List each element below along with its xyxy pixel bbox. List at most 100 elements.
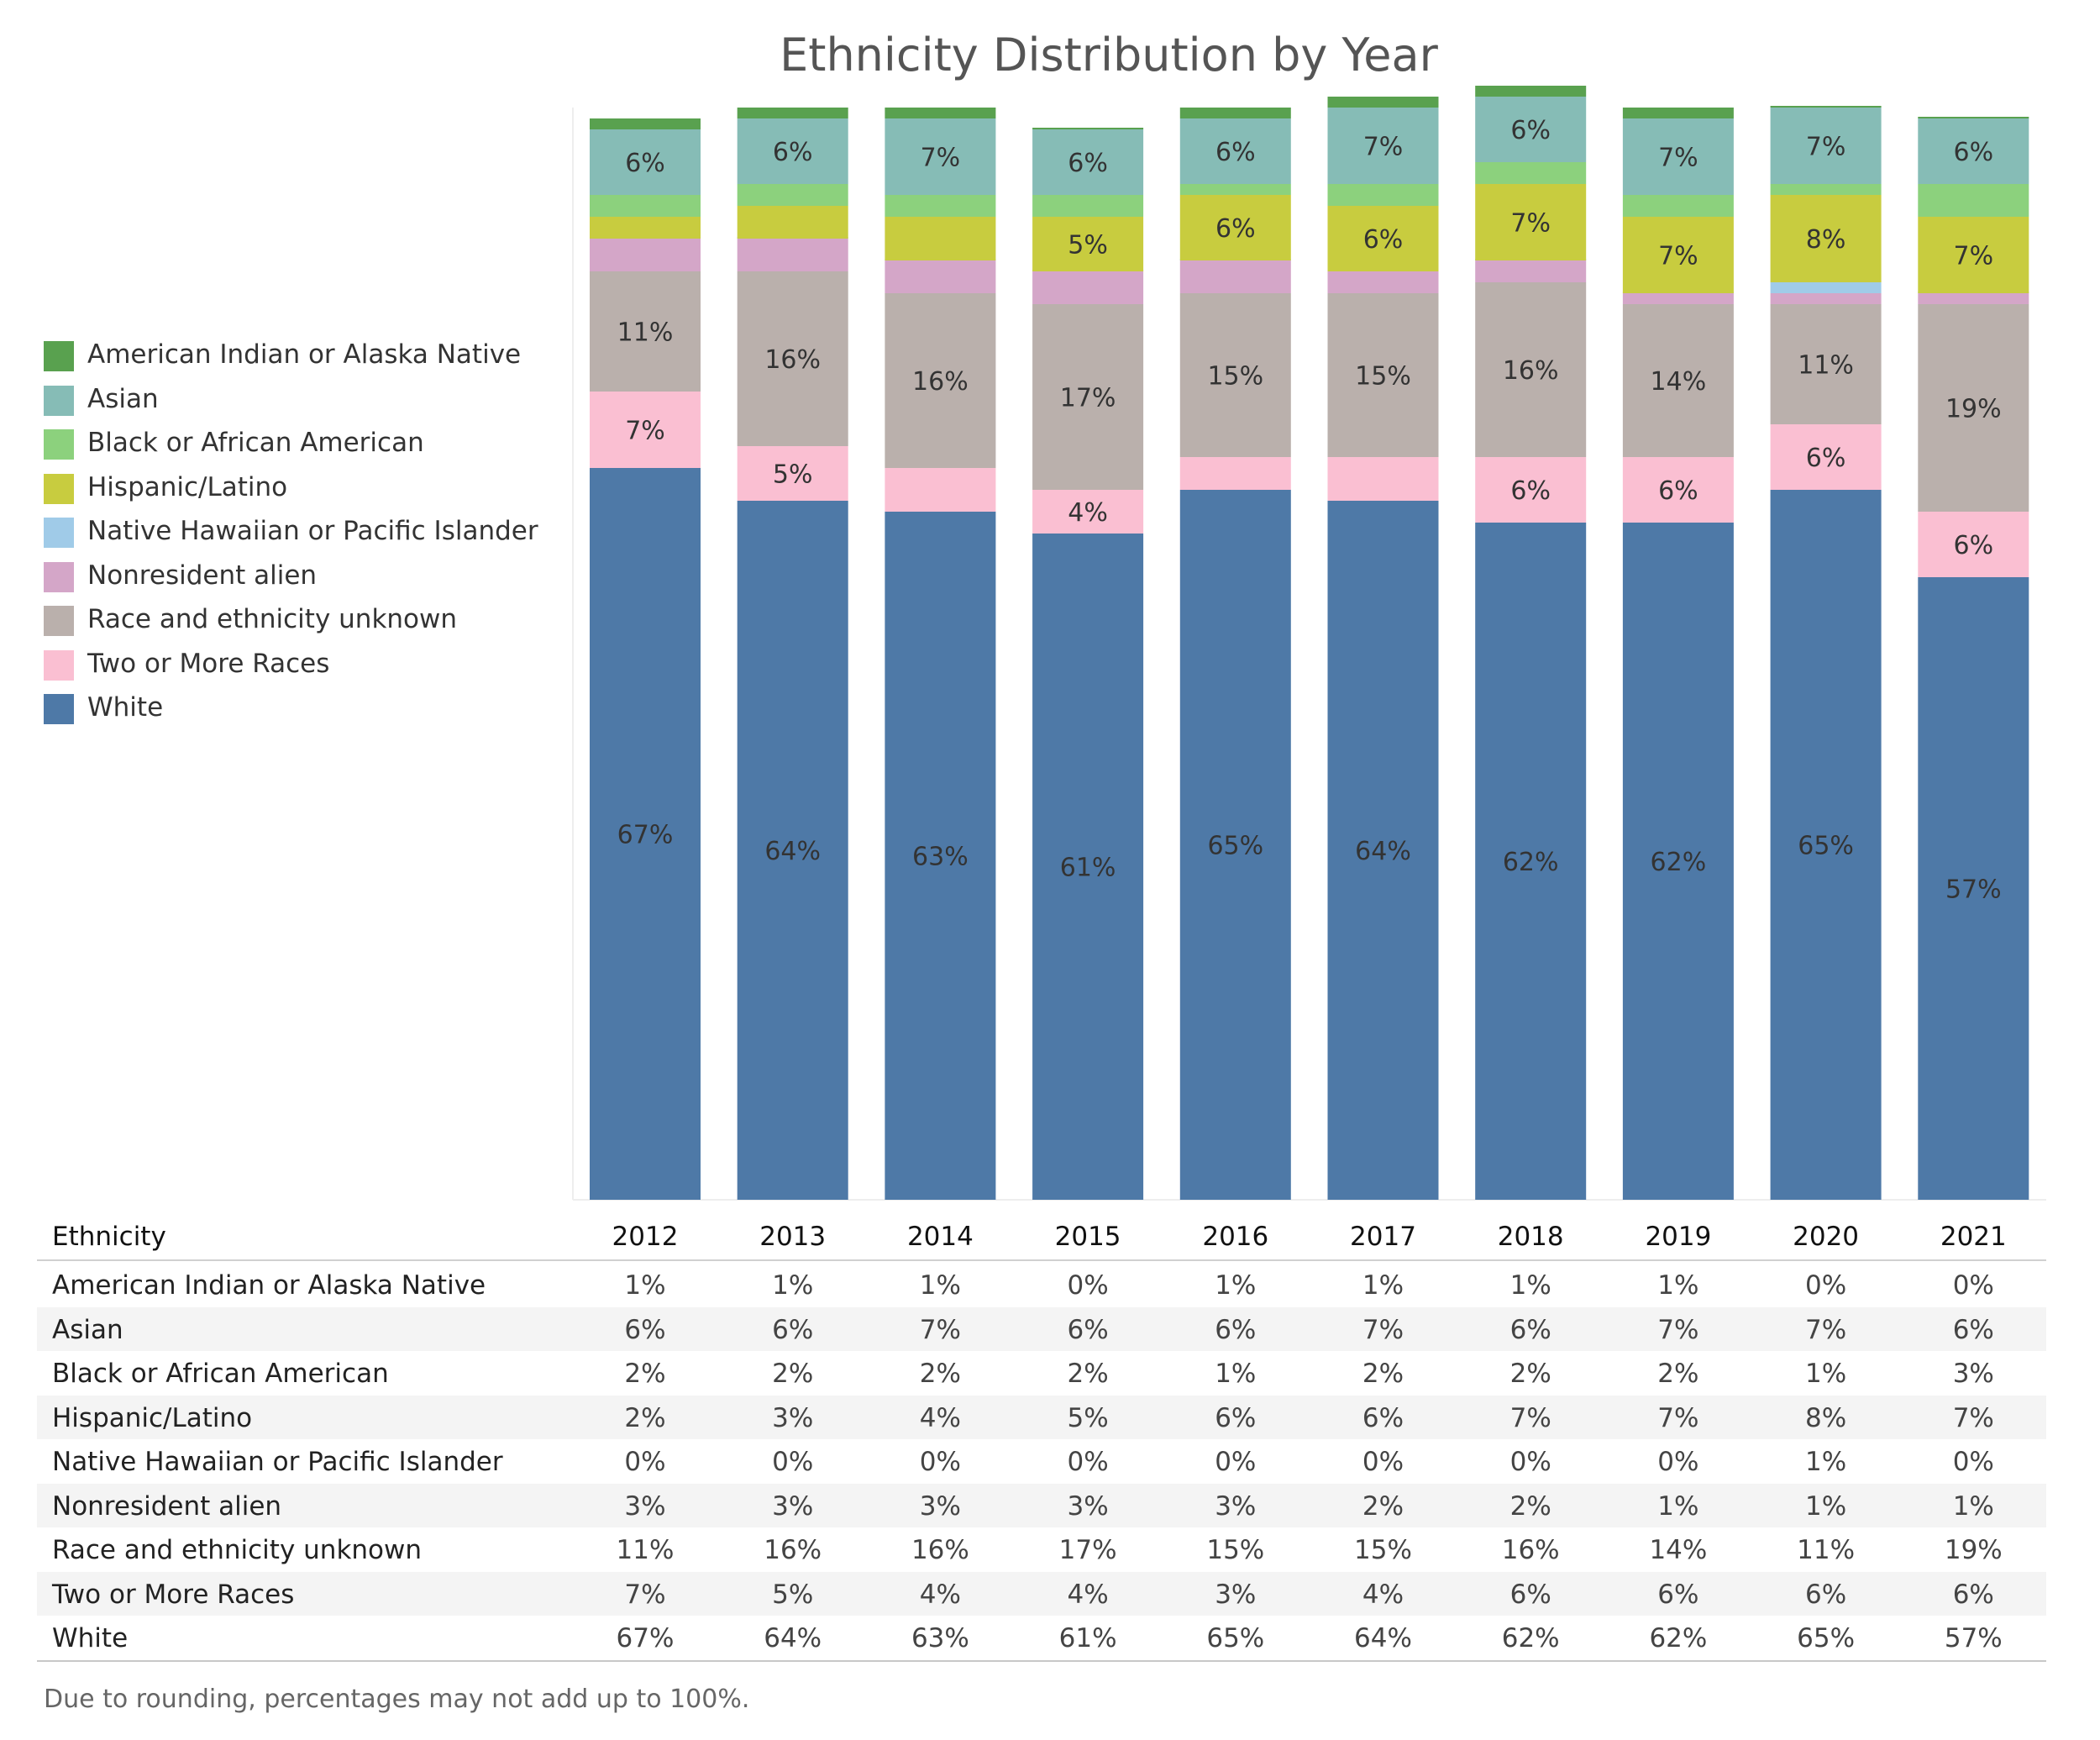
bar-segment-race-and-ethnicity-unknown-2021 <box>1918 304 2029 512</box>
table-cell: 0% <box>919 1447 961 1477</box>
data-label-race-and-ethnicity-unknown-2017: 15% <box>1355 362 1411 392</box>
data-label-asian-2016: 6% <box>1215 138 1256 167</box>
bar-segment-asian-2014 <box>885 118 996 195</box>
data-label-white-2012: 67% <box>617 821 674 850</box>
table-cell: 1% <box>772 1270 814 1301</box>
table-cell: 63% <box>911 1623 969 1653</box>
bar-segment-hispanic-latino-2021 <box>1918 217 2029 293</box>
table-header-year: 2020 <box>1793 1222 1860 1252</box>
table-cell: 2% <box>1509 1490 1551 1522</box>
table-cell: 1% <box>1362 1270 1404 1301</box>
table-cell: 1% <box>1952 1490 1994 1522</box>
table-cell: 0% <box>772 1447 814 1477</box>
bar-group-2013: 64% 5% 16% 6% <box>737 108 848 1200</box>
table-header-year: 2021 <box>1940 1222 2007 1252</box>
data-label-hispanic-latino-2021: 7% <box>1954 242 1994 271</box>
bar-segment-two-or-more-races-2015 <box>1032 490 1144 534</box>
legend-label: Two or More Races <box>87 648 330 679</box>
bar-segment-two-or-more-races-2014 <box>885 468 996 512</box>
data-label-asian-2017: 7% <box>1363 133 1404 162</box>
table-cell: 65% <box>1797 1623 1856 1653</box>
table-cell: 65% <box>1206 1623 1265 1653</box>
legend-label: Nonresident alien <box>87 560 318 591</box>
bar-segment-hispanic-latino-2017 <box>1327 206 1439 271</box>
table-row-american-indian-or-alaska-native: American Indian or Alaska Native 1% 1% 1% 0%… <box>37 1263 2046 1307</box>
data-label-hispanic-latino-2015: 5% <box>1068 231 1108 260</box>
bar-segment-nonresident-alien-2020 <box>1770 293 1882 304</box>
table-header-year: 2019 <box>1645 1222 1712 1252</box>
bar-segment-american-indian-or-alaska-native-2021 <box>1918 117 2029 118</box>
bar-segment-hispanic-latino-2016 <box>1179 195 1291 260</box>
bar-segment-hispanic-latino-2018 <box>1475 184 1587 260</box>
legend-swatch <box>44 649 74 681</box>
bar-segment-nonresident-alien-2021 <box>1918 293 2029 304</box>
bar-group-2015: 61% 4% 17% 5% 6% <box>1032 128 1144 1200</box>
bar-segment-black-or-african-american-2014 <box>885 195 996 217</box>
table-cell: 0% <box>1805 1270 1847 1301</box>
data-label-hispanic-latino-2017: 6% <box>1363 225 1404 255</box>
table-cell: 7% <box>1657 1402 1699 1433</box>
table-cell: 1% <box>1509 1270 1551 1301</box>
data-label-race-and-ethnicity-unknown-2021: 19% <box>1945 395 2002 424</box>
table-cell: 2% <box>1067 1359 1109 1389</box>
bar-segment-asian-2017 <box>1327 108 1439 184</box>
table-row-label: Asian <box>52 1314 123 1345</box>
bar-segment-two-or-more-races-2019 <box>1622 457 1734 523</box>
legend-label: White <box>87 692 164 723</box>
table-header-year: 2012 <box>612 1222 679 1252</box>
bar-segment-white-2018 <box>1475 523 1587 1200</box>
bar-segment-asian-2016 <box>1179 118 1291 184</box>
data-label-hispanic-latino-2019: 7% <box>1658 242 1698 271</box>
table-header-year: 2015 <box>1054 1222 1121 1252</box>
table-cell: 7% <box>919 1314 961 1345</box>
bar-segment-american-indian-or-alaska-native-2016 <box>1179 108 1291 118</box>
table-cell: 7% <box>1657 1314 1699 1345</box>
table-cell: 3% <box>1952 1359 1994 1389</box>
table-row-black-or-african-american: Black or African American 2% 2% 2% 2% 1% 2% 2% 2… <box>37 1351 2046 1396</box>
table-row-label: Two or More Races <box>52 1579 295 1610</box>
table-cell: 2% <box>624 1402 666 1433</box>
bar-segment-asian-2012 <box>590 129 701 195</box>
table-cell: 3% <box>772 1402 814 1433</box>
table-row-asian: Asian 6% 6% 7% 6% 6% 7% 6% 7% 7% 6% <box>37 1306 2046 1351</box>
table-bottom-divider <box>37 1659 2046 1662</box>
data-label-race-and-ethnicity-unknown-2014: 16% <box>912 367 969 397</box>
data-label-white-2019: 62% <box>1651 848 1707 877</box>
footnote: Due to rounding, percentages may not add… <box>44 1685 750 1714</box>
table-cell: 64% <box>764 1623 822 1653</box>
data-label-white-2016: 65% <box>1207 832 1263 861</box>
table-header-year: 2013 <box>759 1222 827 1252</box>
table-header-divider <box>37 1259 2046 1261</box>
legend-swatch <box>44 561 74 592</box>
table-cell: 6% <box>1952 1314 1994 1345</box>
table-cell: 2% <box>1509 1359 1551 1389</box>
table-cell: 0% <box>1952 1447 1994 1477</box>
table-cell: 7% <box>1362 1314 1404 1345</box>
data-label-two-or-more-races-2021: 6% <box>1954 531 1994 560</box>
bar-segment-two-or-more-races-2018 <box>1475 457 1587 523</box>
table-cell: 6% <box>772 1314 814 1345</box>
bar-segment-nonresident-alien-2014 <box>885 260 996 293</box>
data-label-race-and-ethnicity-unknown-2018: 16% <box>1503 356 1559 386</box>
table-row-label: Hispanic/Latino <box>52 1402 253 1433</box>
legend-swatch <box>44 385 74 416</box>
bar-segment-american-indian-or-alaska-native-2013 <box>737 108 848 118</box>
bar-segment-two-or-more-races-2017 <box>1327 457 1439 501</box>
table-cell: 62% <box>1649 1623 1708 1653</box>
table-cell: 6% <box>1952 1579 1994 1610</box>
bar-segment-race-and-ethnicity-unknown-2017 <box>1327 293 1439 457</box>
table-cell: 1% <box>1805 1447 1847 1477</box>
table-cell: 3% <box>772 1490 814 1522</box>
bar-segment-black-or-african-american-2012 <box>590 195 701 217</box>
bar-group-2021: 57% 6% 19% 7% 6% <box>1918 117 2029 1200</box>
bar-segment-hispanic-latino-2015 <box>1032 217 1144 271</box>
bar-segment-nonresident-alien-2017 <box>1327 271 1439 293</box>
data-label-white-2021: 57% <box>1945 875 2002 905</box>
table-cell: 0% <box>1509 1447 1551 1477</box>
table-cell: 19% <box>1944 1535 2003 1565</box>
legend-swatch <box>44 606 74 636</box>
data-label-white-2015: 61% <box>1060 854 1116 883</box>
table-cell: 62% <box>1501 1623 1560 1653</box>
bar-segment-two-or-more-races-2013 <box>737 446 848 501</box>
bar-segment-race-and-ethnicity-unknown-2013 <box>737 271 848 446</box>
